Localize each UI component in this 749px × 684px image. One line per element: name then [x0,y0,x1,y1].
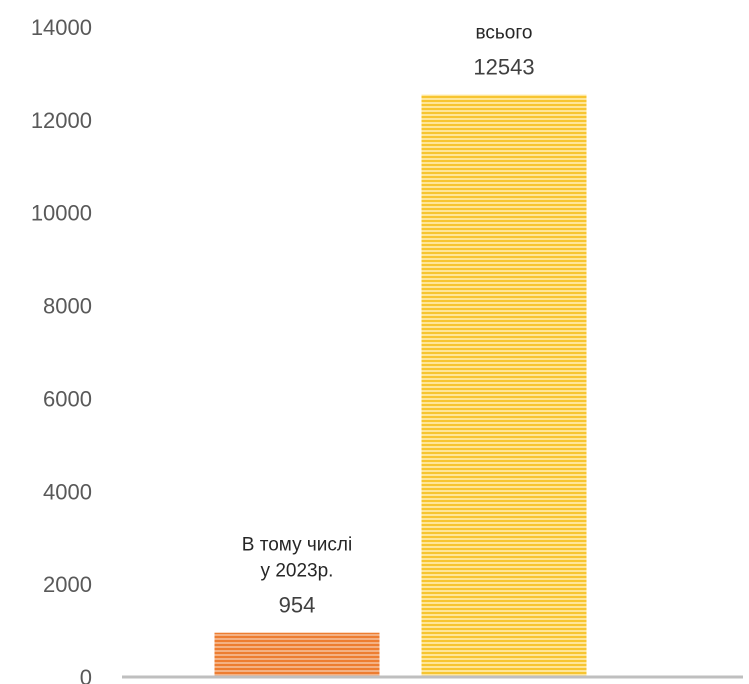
y-tick-label: 4000 [43,479,92,504]
data-label: 12543 [473,55,534,80]
y-axis-ticks: 0 2000 4000 6000 8000 10000 12000 14000 [31,15,92,684]
category-label: В тому числі [242,535,352,556]
y-tick-label: 10000 [31,201,92,226]
category-label: всього [476,23,533,44]
y-tick-label: 0 [80,665,92,684]
data-label: 954 [279,593,316,618]
bar-0 [214,632,380,677]
category-label: у 2023р. [261,561,334,582]
y-tick-label: 8000 [43,294,92,319]
bars [214,94,587,678]
bar-1 [421,94,587,678]
y-tick-label: 12000 [31,108,92,133]
bar-labels: 954 В тому числі у 2023р. 12543 всього [242,23,535,618]
y-tick-label: 6000 [43,386,92,411]
y-tick-label: 14000 [31,15,92,40]
y-tick-label: 2000 [43,572,92,597]
